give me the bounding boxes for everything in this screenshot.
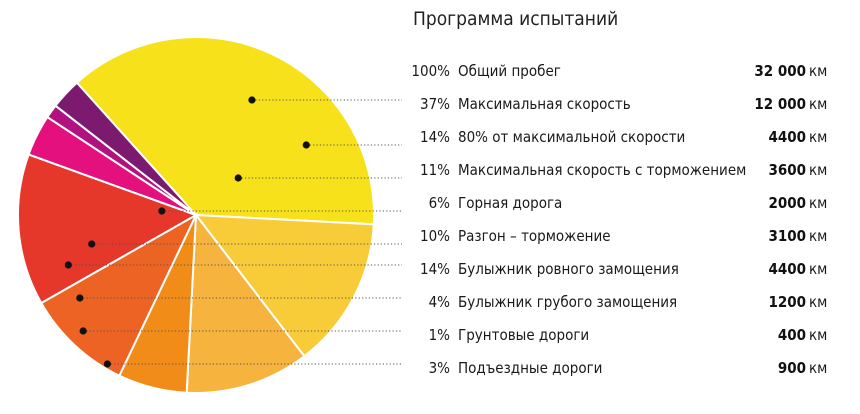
legend-label: 80% от максимальной скорости — [458, 128, 686, 146]
legend-label: Максимальная скорость — [458, 95, 631, 113]
slice-marker-dot — [103, 360, 111, 368]
legend-value: 1200 — [768, 293, 806, 311]
slice-marker-dot — [234, 174, 242, 182]
legend-row: 11% Максимальная скорость с торможением … — [0, 161, 860, 183]
pie-slice — [39, 212, 199, 377]
legend-unit: км — [809, 260, 828, 278]
slice-marker-dot — [248, 96, 256, 104]
legend-row: 14% Булыжник ровного замощения 4400 км — [0, 260, 860, 282]
legend-row-total: 100% Общий пробег 32 000 км — [0, 62, 860, 84]
legend-value: 400 — [777, 326, 806, 344]
legend-unit: км — [809, 293, 828, 311]
legend-row: 14% 80% от максимальной скорости 4400 км — [0, 128, 860, 150]
pie-slices — [17, 36, 375, 394]
legend-row: 6% Горная дорога 2000 км — [0, 194, 860, 216]
legend-row: 4% Булыжник грубого замощения 1200 км — [0, 293, 860, 315]
legend-label: Общий пробег — [458, 62, 561, 80]
slice-marker-dot — [302, 141, 310, 149]
legend-unit: км — [809, 161, 828, 179]
legend-row: 10% Разгон – торможение 3100 км — [0, 227, 860, 249]
legend-pct: 3% — [428, 359, 450, 377]
legend-value: 3600 — [768, 161, 806, 179]
legend-label: Булыжник грубого замощения — [458, 293, 678, 311]
legend-label: Подъездные дороги — [458, 359, 603, 377]
legend-value: 4400 — [768, 128, 806, 146]
legend-pct: 6% — [428, 194, 450, 212]
legend-pct: 4% — [428, 293, 450, 311]
pie-slice — [54, 81, 197, 216]
legend-unit: км — [809, 194, 828, 212]
pie-slice — [193, 213, 375, 358]
legend-row: 3% Подъездные дороги 900 км — [0, 359, 860, 381]
legend-value: 32 000 — [754, 62, 806, 80]
legend-value: 4400 — [768, 260, 806, 278]
legend-label: Булыжник ровного замощения — [458, 260, 679, 278]
legend-pct: 10% — [420, 227, 450, 245]
legend-unit: км — [809, 95, 828, 113]
legend-unit: км — [809, 62, 828, 80]
slice-marker-dot — [64, 261, 72, 269]
leader-lines — [64, 96, 402, 368]
legend-label: Грунтовые дороги — [458, 326, 590, 344]
legend-row: 37% Максимальная скорость 12 000 км — [0, 95, 860, 117]
legend-value: 12 000 — [754, 95, 806, 113]
legend-row: 1% Грунтовые дороги 400 км — [0, 326, 860, 348]
legend-pct: 11% — [420, 161, 450, 179]
legend-unit: км — [809, 128, 828, 146]
legend-unit: км — [809, 359, 828, 377]
slice-marker-dot — [158, 207, 166, 215]
legend-unit: км — [809, 326, 828, 344]
legend-value: 900 — [777, 359, 806, 377]
legend-label: Разгон – торможение — [458, 227, 611, 245]
chart-title: Программа испытаний — [413, 8, 619, 30]
legend-pct: 37% — [420, 95, 450, 113]
slice-marker-dot — [76, 294, 84, 302]
pie-slice — [17, 153, 199, 305]
legend-value: 2000 — [768, 194, 806, 212]
legend-pct: 14% — [420, 128, 450, 146]
legend-label: Горная дорога — [458, 194, 563, 212]
legend-pct: 14% — [420, 260, 450, 278]
legend-label: Максимальная скорость с торможением — [458, 161, 747, 179]
slice-marker-dot — [88, 240, 96, 248]
legend-pct: 1% — [428, 326, 450, 344]
legend-unit: км — [809, 227, 828, 245]
pie-slice — [75, 36, 375, 226]
legend-value: 3100 — [768, 227, 806, 245]
slice-marker-dot — [79, 327, 87, 335]
pie-slice — [185, 212, 306, 394]
legend-pct: 100% — [411, 62, 450, 80]
